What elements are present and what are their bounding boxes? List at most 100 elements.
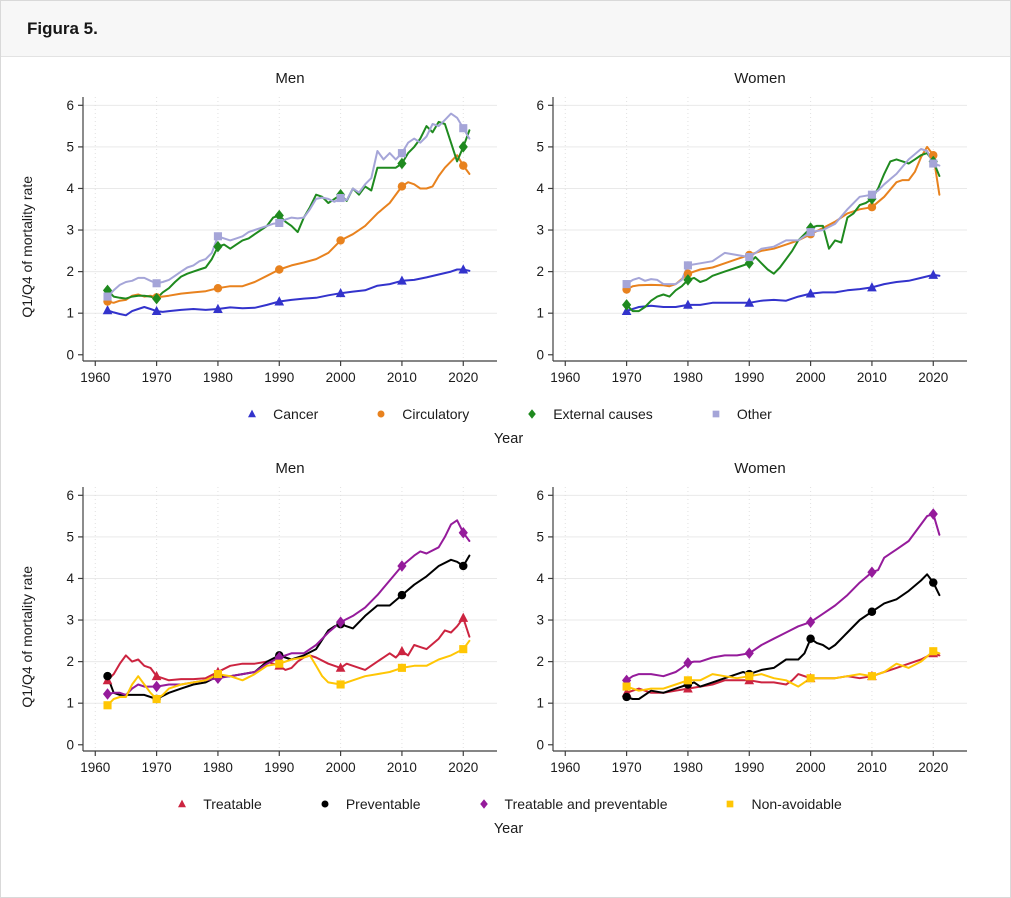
legend-item-preventable: Preventable bbox=[318, 796, 421, 812]
preventable-marker bbox=[103, 671, 112, 681]
external-causes-marker bbox=[274, 209, 284, 222]
other-marker bbox=[103, 292, 112, 301]
legend-label: Other bbox=[736, 406, 772, 422]
preventable-marker bbox=[806, 634, 815, 643]
panel-title: Men bbox=[275, 460, 304, 477]
treatable-and-preventable-marker-glyph bbox=[479, 799, 488, 809]
treatable-marker bbox=[151, 670, 162, 681]
y-axis-title-avoidable: Q1/Q4 of mortality rate bbox=[19, 566, 35, 708]
treatable-marker-icon bbox=[178, 799, 187, 808]
other-marker bbox=[275, 218, 284, 228]
legend-item-external-causes: External causes bbox=[525, 406, 653, 422]
y-tick-label: 2 bbox=[66, 264, 74, 279]
other-marker bbox=[152, 279, 161, 288]
y-tick-label: 2 bbox=[536, 654, 544, 669]
external-causes-marker-icon bbox=[528, 409, 537, 419]
circulatory-marker bbox=[867, 202, 877, 212]
external-causes-line bbox=[106, 120, 471, 300]
cancer-marker bbox=[274, 296, 285, 306]
non-avoidable-marker bbox=[683, 676, 692, 685]
y-tick-label: 6 bbox=[66, 98, 74, 113]
non-avoidable-marker bbox=[336, 680, 345, 689]
non-avoidable-marker-glyph bbox=[727, 800, 734, 808]
cancer-marker bbox=[335, 287, 346, 298]
x-tick-label: 1990 bbox=[264, 760, 294, 775]
treatable-and-preventable-marker bbox=[336, 616, 346, 628]
external-causes-marker bbox=[397, 157, 407, 170]
x-tick-label: 1980 bbox=[203, 370, 233, 385]
preventable-line bbox=[625, 573, 941, 700]
legend-label: Preventable bbox=[345, 796, 421, 812]
cancer-marker-glyph bbox=[248, 409, 257, 418]
y-tick-label: 4 bbox=[536, 181, 544, 196]
treatable-and-preventable-marker bbox=[867, 566, 877, 578]
other-line bbox=[106, 112, 471, 298]
legend-label: Treatable and preventable bbox=[504, 796, 668, 812]
other-marker bbox=[929, 159, 938, 168]
x-tick-label: 2010 bbox=[387, 370, 417, 385]
y-tick-label: 0 bbox=[66, 737, 74, 752]
other-marker bbox=[459, 124, 468, 133]
legend-item-treatable: Treatable bbox=[175, 796, 262, 812]
preventable-marker-glyph bbox=[321, 800, 329, 808]
y-tick-label: 4 bbox=[536, 571, 544, 586]
x-tick-label: 1980 bbox=[203, 760, 233, 775]
external-causes-marker bbox=[806, 222, 816, 234]
legend-label: External causes bbox=[553, 406, 653, 422]
external-causes-marker bbox=[213, 240, 223, 253]
treatable-and-preventable-marker bbox=[397, 560, 407, 572]
x-tick-label: 2000 bbox=[796, 370, 826, 385]
x-tick-label: 2010 bbox=[857, 370, 887, 385]
x-tick-label: 1980 bbox=[673, 760, 703, 775]
chart-panel-avoidable-women: Women 0 1 2 3 4 5 6 1960 1970 1980 1990 2000 2010 2020 bbox=[536, 460, 967, 775]
graph-avoidable: Q1/Q4 of mortality rate Men 0 1 2 3 4 5 6 1960 19… bbox=[15, 457, 1002, 841]
treatable-and-preventable-marker bbox=[152, 680, 162, 693]
other-marker bbox=[336, 193, 345, 203]
non-avoidable-marker bbox=[213, 670, 222, 679]
x-tick-label: 1960 bbox=[80, 760, 110, 775]
legend-item-non-avoidable: Non-avoidable bbox=[723, 796, 842, 812]
x-tick-label: 1990 bbox=[734, 370, 764, 385]
circulatory-marker bbox=[336, 236, 345, 245]
circulatory-marker bbox=[929, 150, 938, 160]
x-tick-label: 2020 bbox=[918, 760, 948, 775]
y-axis-title-causes: Q1/Q4 of mortality rate bbox=[19, 176, 35, 318]
external-causes-marker bbox=[152, 292, 162, 305]
x-axis-title-avoidable: Year bbox=[493, 821, 524, 837]
treatable-and-preventable-marker bbox=[806, 616, 816, 628]
x-tick-label: 2010 bbox=[857, 760, 887, 775]
treatable-and-preventable-marker bbox=[744, 647, 754, 660]
y-tick-label: 2 bbox=[66, 654, 74, 669]
panel-title: Women bbox=[734, 70, 785, 87]
y-tick-label: 1 bbox=[536, 306, 544, 321]
x-tick-label: 2000 bbox=[326, 760, 356, 775]
chart-panel-avoidable-men: Men 0 1 2 3 4 5 6 1960 1970 1980 1990 2000 2010 2020 bbox=[66, 460, 497, 775]
non-avoidable-marker bbox=[867, 672, 876, 681]
panel-title: Women bbox=[734, 460, 785, 477]
y-tick-label: 0 bbox=[536, 737, 544, 752]
panels-avoidable: Men 0 1 2 3 4 5 6 1960 1970 1980 1990 2000 2010 2020 Wo… bbox=[39, 457, 979, 789]
cancer-marker bbox=[397, 275, 407, 285]
x-tick-label: 2010 bbox=[387, 760, 417, 775]
non-avoidable-line bbox=[106, 639, 471, 707]
cancer-marker bbox=[805, 288, 816, 298]
other-marker bbox=[213, 232, 222, 241]
circulatory-marker bbox=[459, 161, 468, 170]
other-marker-icon bbox=[712, 410, 720, 418]
circulatory-marker bbox=[397, 182, 407, 191]
x-axis-title-causes: Year bbox=[493, 431, 524, 447]
cancer-marker-icon bbox=[248, 409, 257, 418]
other-marker bbox=[745, 253, 754, 262]
non-avoidable-marker bbox=[459, 645, 468, 654]
y-tick-label: 5 bbox=[536, 529, 544, 544]
treatable-and-preventable-marker bbox=[102, 688, 113, 700]
legend-label: Cancer bbox=[273, 406, 319, 422]
legend-label: Circulatory bbox=[402, 406, 470, 422]
treatable-and-preventable-marker bbox=[683, 657, 693, 669]
non-avoidable-marker bbox=[103, 701, 112, 710]
circulatory-marker-icon bbox=[377, 410, 385, 418]
cancer-marker bbox=[102, 304, 113, 315]
external-causes-marker bbox=[683, 274, 693, 286]
other-marker bbox=[622, 280, 631, 289]
